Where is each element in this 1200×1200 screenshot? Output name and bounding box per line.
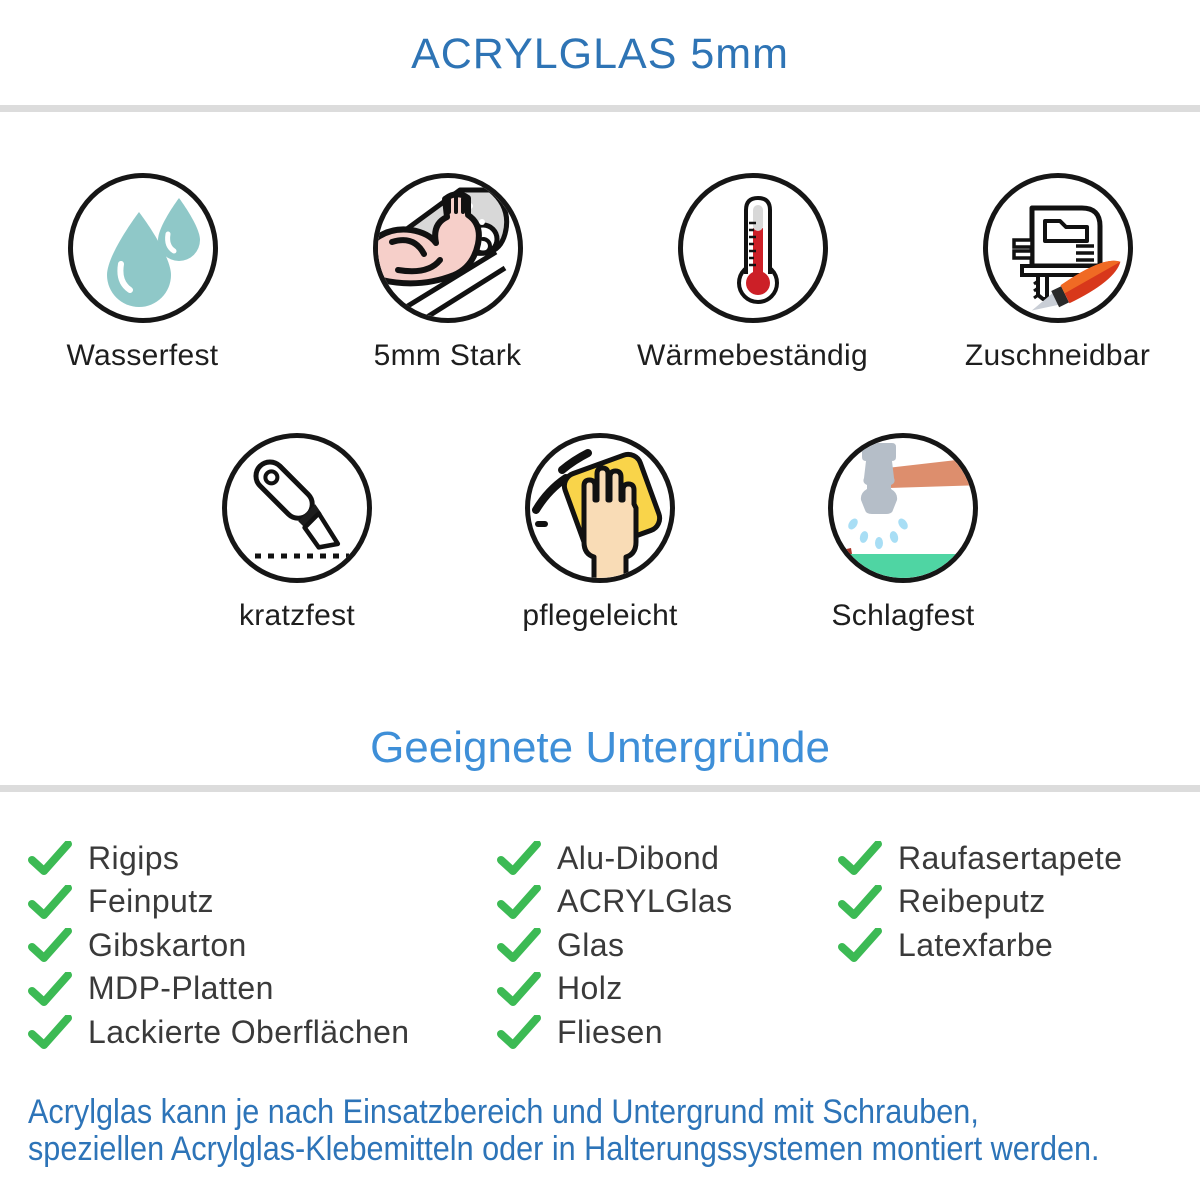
footer-note: Acrylglas kann je nach Einsatzbereich un… <box>28 1092 1100 1168</box>
feature-waermebestaendig: Wärmebeständig <box>637 173 868 373</box>
feature-wasserfest: Wasserfest <box>28 173 258 373</box>
check-icon <box>497 928 541 963</box>
surface-label: Feinputz <box>88 883 214 920</box>
surface-item: Gibskarton <box>28 923 497 967</box>
features-row-2: kratzfest pflegeleicht <box>0 433 1200 633</box>
surface-label: Raufasertapete <box>898 839 1123 876</box>
jigsaw-knife-icon <box>982 173 1133 324</box>
feature-label: 5mm Stark <box>373 339 522 373</box>
check-icon <box>28 1015 72 1050</box>
check-icon <box>838 841 882 876</box>
surface-item: Raufasertapete <box>838 836 1200 880</box>
check-icon <box>838 884 882 919</box>
feature-label: Schlagfest <box>831 599 975 633</box>
wiping-hand-icon <box>525 433 675 584</box>
surface-item: Fliesen <box>497 1010 838 1054</box>
surface-label: Gibskarton <box>88 926 247 963</box>
check-icon <box>497 841 541 876</box>
surface-label: ACRYLGlas <box>557 883 733 920</box>
feature-label: Zuschneidbar <box>964 339 1151 373</box>
surface-label: Glas <box>557 926 625 963</box>
muscle-arm-icon <box>372 173 523 324</box>
surface-item: Alu-Dibond <box>497 836 838 880</box>
features-row-1: Wasserfest 5mm Stark <box>0 173 1200 373</box>
surface-item: Rigips <box>28 836 497 880</box>
surface-item: Reibeputz <box>838 880 1200 924</box>
feature-pflegeleicht: pflegeleicht <box>485 433 715 633</box>
feature-label: pflegeleicht <box>522 599 678 633</box>
water-drops-icon <box>67 173 218 324</box>
surface-item: Holz <box>497 967 838 1011</box>
surface-item: Latexfarbe <box>838 923 1200 967</box>
surface-label: Reibeputz <box>898 883 1046 920</box>
cutter-knife-icon <box>222 433 372 584</box>
check-icon <box>497 971 541 1006</box>
surface-label: Rigips <box>88 839 180 876</box>
surface-label: Latexfarbe <box>898 926 1054 963</box>
check-icon <box>497 884 541 919</box>
page-title: ACRYLGLAS 5mm <box>411 30 789 78</box>
check-icon <box>28 884 72 919</box>
surfaces-section: Rigips Feinputz Gibskarton MDP-Platten L… <box>0 836 1200 1054</box>
check-icon <box>28 841 72 876</box>
thermometer-icon <box>677 173 828 324</box>
feature-kratzfest: kratzfest <box>182 433 412 633</box>
surfaces-column-3: Raufasertapete Reibeputz Latexfarbe <box>838 836 1200 1054</box>
divider-top <box>0 105 1200 113</box>
surface-label: Alu-Dibond <box>557 839 720 876</box>
feature-5mm-stark: 5mm Stark <box>333 173 563 373</box>
surface-item: Lackierte Oberflächen <box>28 1010 497 1054</box>
feature-label: Wasserfest <box>66 339 219 373</box>
footer-line-1: Acrylglas kann je nach Einsatzbereich un… <box>28 1092 979 1131</box>
feature-label: kratzfest <box>238 599 356 633</box>
section-title-untergruende: Geeignete Untergründe <box>370 723 830 773</box>
check-icon <box>497 1015 541 1050</box>
surface-item: Feinputz <box>28 880 497 924</box>
surface-item: ACRYLGlas <box>497 880 838 924</box>
hammer-icon <box>828 433 978 584</box>
surfaces-column-1: Rigips Feinputz Gibskarton MDP-Platten L… <box>28 836 497 1054</box>
surface-label: Holz <box>557 970 623 1007</box>
surface-item: MDP-Platten <box>28 967 497 1011</box>
check-icon <box>28 971 72 1006</box>
check-icon <box>838 928 882 963</box>
surface-label: Lackierte Oberflächen <box>88 1013 410 1050</box>
surface-item: Glas <box>497 923 838 967</box>
footer-line-2: speziellen Acrylglas-Klebemitteln oder i… <box>28 1129 1100 1168</box>
feature-schlagfest: Schlagfest <box>788 433 1018 633</box>
surfaces-column-2: Alu-Dibond ACRYLGlas Glas Holz Fliesen <box>497 836 838 1054</box>
surface-label: MDP-Platten <box>88 970 274 1007</box>
divider-middle <box>0 785 1200 793</box>
surface-label: Fliesen <box>557 1013 663 1050</box>
check-icon <box>28 928 72 963</box>
feature-label: Wärmebeständig <box>637 339 868 373</box>
feature-zuschneidbar: Zuschneidbar <box>943 173 1173 373</box>
